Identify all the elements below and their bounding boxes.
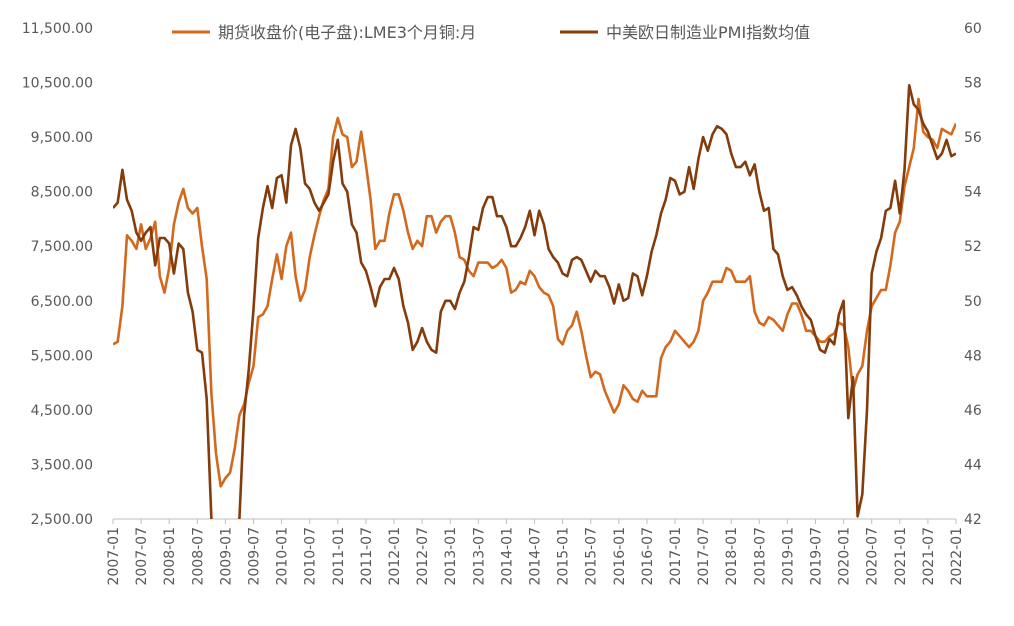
legend-label-copper: 期货收盘价(电子盘):LME3个月铜:月 — [218, 23, 476, 42]
x-tick-label: 2007-01 — [106, 527, 122, 586]
x-tick-label: 2018-07 — [752, 527, 768, 586]
x-tick-label: 2012-07 — [415, 527, 431, 586]
x-tick-label: 2012-01 — [387, 527, 403, 586]
x-tick-label: 2022-01 — [949, 527, 965, 586]
y-left-tick-label: 7,500.00 — [31, 239, 93, 255]
series-layer — [113, 84, 956, 519]
legend: 期货收盘价(电子盘):LME3个月铜:月 中美欧日制造业PMI指数均值 — [172, 23, 810, 42]
x-tick-label: 2007-07 — [134, 527, 150, 586]
y-right-tick-label: 56 — [964, 130, 982, 146]
x-tick-label: 2021-07 — [921, 527, 937, 586]
x-tick-label: 2009-01 — [218, 527, 234, 586]
series-line-pmi-average — [113, 84, 956, 519]
x-tick-label: 2013-07 — [471, 527, 487, 586]
y-left-tick-label: 5,500.00 — [31, 348, 93, 364]
x-tick-label: 2008-07 — [190, 527, 206, 586]
y-left-tick-label: 6,500.00 — [31, 294, 93, 310]
x-tick-label: 2019-07 — [809, 527, 825, 586]
y-left-tick-label: 11,500.00 — [22, 21, 93, 37]
y-right-tick-label: 50 — [964, 294, 982, 310]
x-tick-label: 2017-01 — [668, 527, 684, 586]
y-left-tick-label: 10,500.00 — [22, 76, 93, 92]
x-tick-label: 2016-07 — [640, 527, 656, 586]
x-tick-label: 2018-01 — [724, 527, 740, 586]
x-tick-label: 2015-01 — [556, 527, 572, 586]
x-tick-label: 2009-07 — [247, 527, 263, 586]
x-tick-label: 2020-01 — [837, 527, 853, 586]
y-right-tick-label: 58 — [964, 76, 982, 92]
y-left-tick-label: 8,500.00 — [31, 185, 93, 201]
y-right-tick-label: 52 — [964, 239, 982, 255]
legend-label-pmi: 中美欧日制造业PMI指数均值 — [606, 23, 810, 42]
x-tick-label: 2013-01 — [443, 527, 459, 586]
x-tick-label: 2008-01 — [162, 527, 178, 586]
y-right-tick-label: 54 — [964, 185, 982, 201]
y-right-tick-label: 46 — [964, 403, 982, 419]
y-left-tick-label: 4,500.00 — [31, 403, 93, 419]
axes-layer: 2,500.00 3,500.00 4,500.00 5,500.00 6,500.00… — [22, 21, 982, 586]
x-tick-label: 2010-07 — [303, 527, 319, 586]
x-tick-label: 2016-01 — [612, 527, 628, 586]
x-tick-label: 2020-07 — [865, 527, 881, 586]
y-right-tick-label: 60 — [964, 21, 982, 37]
x-tick-label: 2021-01 — [893, 527, 909, 586]
series-line-copper-price — [113, 97, 956, 488]
y-left-tick-label: 2,500.00 — [31, 512, 93, 528]
x-tick-label: 2011-01 — [331, 527, 347, 586]
x-tick-label: 2015-07 — [584, 527, 600, 586]
y-right-tick-label: 44 — [964, 457, 982, 473]
x-tick-label: 2010-01 — [275, 527, 291, 586]
x-tick-label: 2014-07 — [528, 527, 544, 586]
x-tick-label: 2019-01 — [780, 527, 796, 586]
y-left-tick-label: 3,500.00 — [31, 457, 93, 473]
x-tick-label: 2017-07 — [696, 527, 712, 586]
x-tick-label: 2011-07 — [359, 527, 375, 586]
y-right-tick-label: 42 — [964, 512, 982, 528]
x-tick-label: 2014-01 — [499, 527, 515, 586]
y-left-tick-label: 9,500.00 — [31, 130, 93, 146]
y-right-tick-label: 48 — [964, 348, 982, 364]
